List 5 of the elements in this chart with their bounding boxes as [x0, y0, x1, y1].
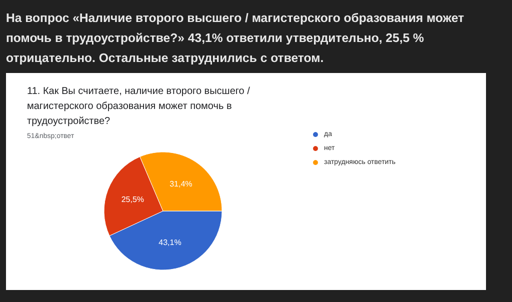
data-label: 25,5%	[121, 194, 144, 204]
chart-title: 11. Как Вы считаете, наличие второго высшего / магистерского образования может помочь в трудоустройстве?	[27, 86, 253, 127]
data-label: 31,4%	[170, 179, 192, 188]
data-label: 43,1%	[158, 238, 182, 248]
text: На вопрос «Наличие второго высшего / магистерского образования может помочь в трудоустройстве?» 43,1% ответили утвердительно, 25,5 % отрицательно. Остальные затруднились с ответом.	[6, 10, 466, 67]
